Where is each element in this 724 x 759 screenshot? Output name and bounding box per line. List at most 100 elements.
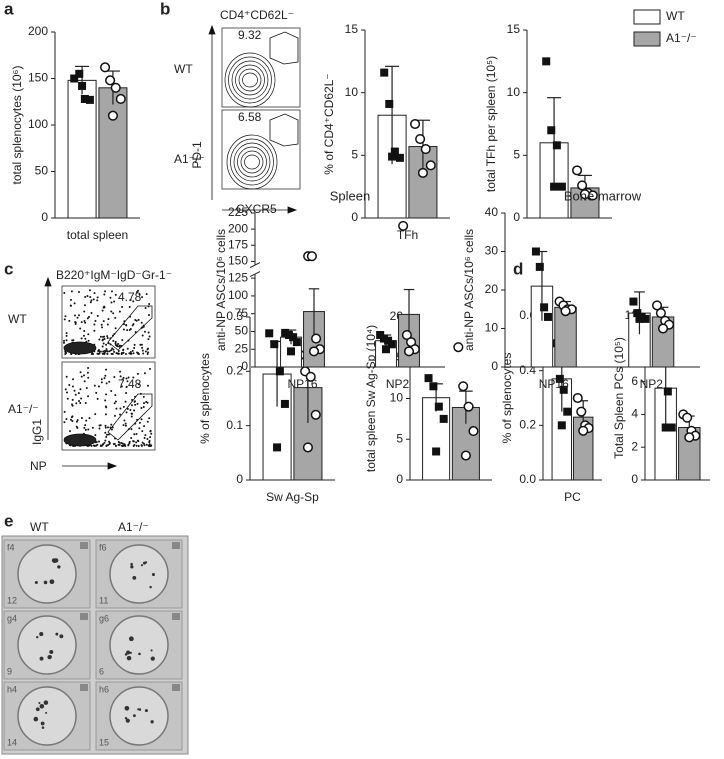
- event-dot: [98, 424, 101, 427]
- event-dot: [89, 295, 92, 298]
- x-tick-label: total spleen: [67, 228, 128, 242]
- event-dot: [146, 401, 149, 404]
- event-dot: [98, 338, 101, 341]
- event-dot: [103, 377, 106, 380]
- spot: [140, 564, 144, 567]
- event-dot: [138, 293, 141, 296]
- event-dot: [114, 342, 117, 345]
- event-dot: [87, 395, 90, 398]
- panel-label: b: [160, 0, 170, 18]
- event-dot: [101, 443, 104, 446]
- data-point: [415, 133, 426, 145]
- event-dot: [113, 300, 116, 303]
- corner-mark: [80, 684, 88, 691]
- event-dot: [64, 352, 67, 355]
- event-dot: [124, 400, 127, 403]
- event-dot: [107, 342, 110, 345]
- event-dot: [76, 316, 79, 319]
- event-dot: [110, 352, 113, 355]
- event-dot: [129, 408, 132, 411]
- y-tick-label: 50: [235, 324, 249, 338]
- spot: [137, 708, 140, 711]
- contour: [242, 72, 258, 88]
- event-dot: [147, 305, 150, 308]
- event-dot: [131, 399, 134, 402]
- event-dot: [100, 323, 103, 326]
- data-point: [107, 110, 118, 121]
- event-dot: [130, 428, 133, 431]
- event-dot: [103, 441, 106, 444]
- event-dot: [65, 334, 68, 337]
- well-count: 15: [99, 737, 109, 747]
- event-dot: [118, 310, 121, 313]
- event-dot: [102, 342, 105, 345]
- y-tick-label: 2: [631, 439, 638, 453]
- event-dot: [102, 350, 105, 353]
- data-point: [273, 443, 282, 452]
- corner-mark: [172, 684, 180, 691]
- data-point: [542, 57, 551, 66]
- event-dot: [63, 318, 66, 321]
- data-point: [579, 189, 590, 200]
- event-dot: [84, 304, 87, 307]
- event-dot: [93, 444, 96, 447]
- chart-title: Spleen: [330, 188, 370, 203]
- event-dot: [86, 371, 89, 374]
- event-dot: [114, 437, 117, 440]
- data-point: [100, 62, 111, 73]
- event-dot: [93, 292, 96, 295]
- spot: [39, 703, 45, 709]
- spot: [39, 632, 44, 637]
- event-dot: [108, 350, 111, 353]
- spot: [138, 708, 142, 711]
- data-point: [305, 371, 316, 382]
- event-dot: [140, 326, 143, 329]
- elispot-wells: f4 12 g4 9 h4 14 f6 11 g6 6 h6 15: [1, 535, 189, 755]
- x-tick-label: NP2: [386, 377, 410, 391]
- event-dot: [130, 415, 133, 418]
- data-point: [560, 306, 571, 317]
- event-dot: [113, 350, 116, 353]
- event-dot: [64, 351, 67, 354]
- event-dot: [148, 443, 151, 446]
- event-dot: [141, 349, 144, 352]
- spot: [39, 656, 44, 661]
- event-dot: [143, 330, 146, 333]
- event-dot: [104, 399, 107, 402]
- well: [17, 686, 77, 746]
- event-dot: [118, 441, 121, 444]
- event-dot: [101, 352, 104, 355]
- event-dot: [130, 352, 133, 355]
- data-point: [633, 309, 642, 318]
- gate-value: 7.48: [118, 377, 142, 391]
- event-dot: [109, 337, 112, 340]
- y-tick-label: 5: [351, 148, 358, 162]
- data-point: [458, 381, 469, 392]
- event-dot: [69, 430, 72, 433]
- spot: [132, 575, 137, 580]
- event-dot: [131, 349, 134, 352]
- spot: [150, 649, 153, 652]
- well-count: 14: [7, 737, 17, 747]
- data-point: [302, 442, 313, 453]
- contour: [237, 146, 267, 178]
- y-axis-label: % of splenocytes: [500, 353, 514, 444]
- y-tick-label: 10: [507, 85, 521, 99]
- panel-label: d: [513, 259, 523, 278]
- event-dot: [97, 385, 100, 388]
- data-point: [380, 68, 389, 77]
- event-dot: [119, 413, 122, 416]
- spot: [43, 580, 48, 585]
- spot: [59, 634, 64, 639]
- event-dot: [129, 299, 132, 302]
- event-dot: [68, 384, 71, 387]
- event-dot: [136, 351, 139, 354]
- event-dot: [71, 419, 74, 422]
- gate-value: 9.32: [238, 28, 262, 42]
- event-dot: [110, 310, 113, 313]
- event-dot: [85, 419, 88, 422]
- event-dot: [71, 385, 74, 388]
- event-dot: [100, 381, 103, 384]
- event-dot: [84, 424, 87, 427]
- event-dot: [105, 393, 108, 396]
